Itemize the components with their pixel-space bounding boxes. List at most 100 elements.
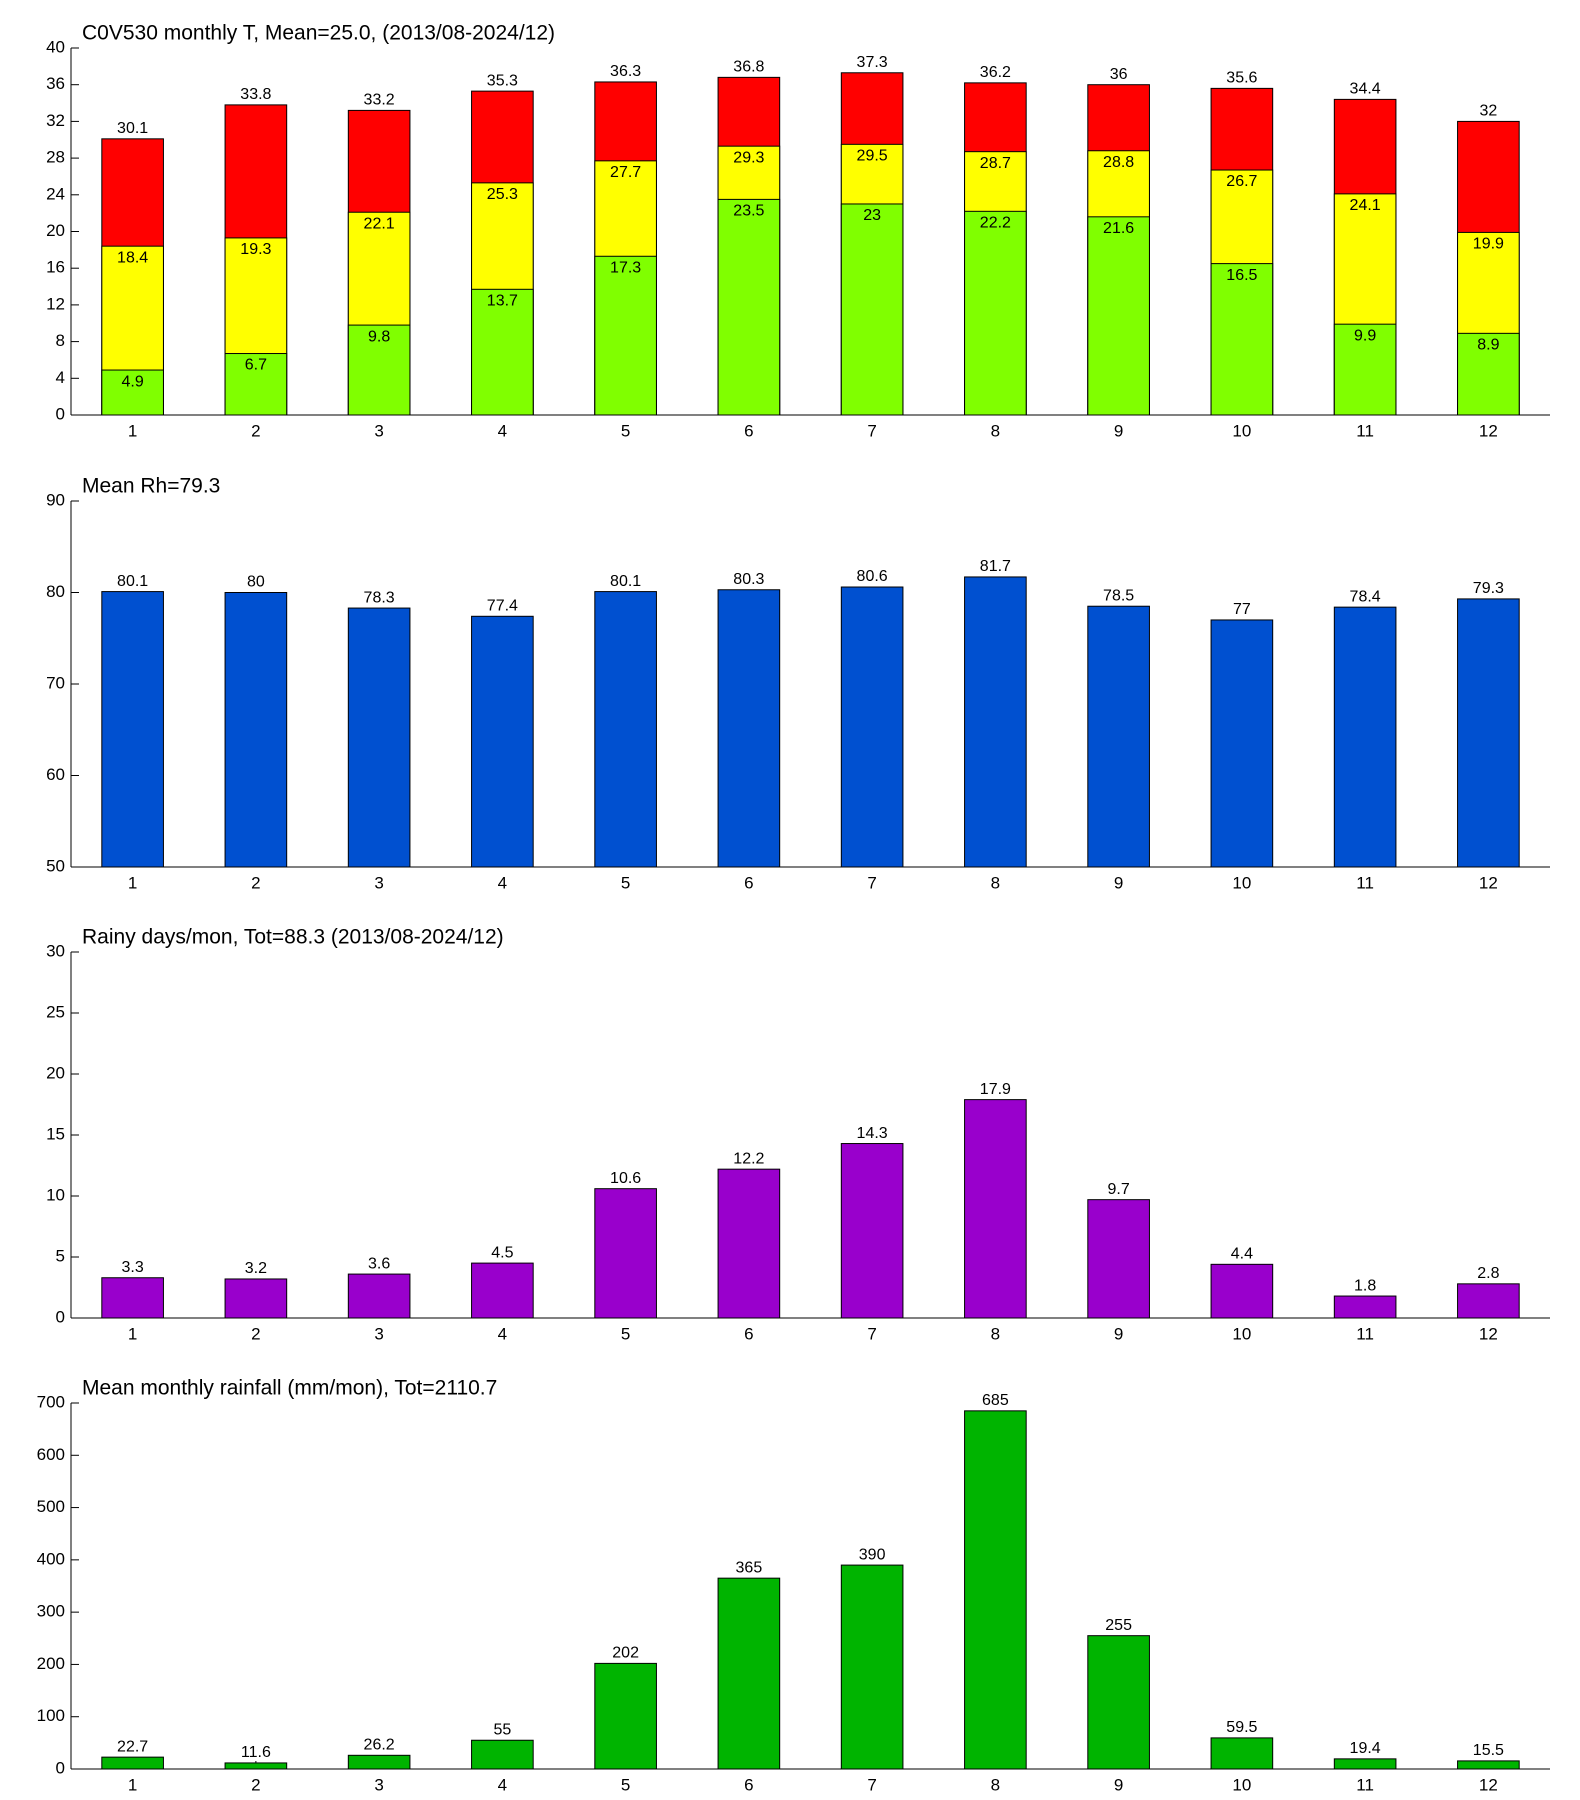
bar xyxy=(840,203,904,416)
x-tick-label: 11 xyxy=(1356,873,1374,892)
y-tick-label: 20 xyxy=(46,221,65,240)
bar xyxy=(840,586,904,868)
value-label: 21.6 xyxy=(1103,220,1134,237)
bar xyxy=(1333,1295,1397,1319)
x-tick-label: 2 xyxy=(251,873,260,892)
x-tick-label: 12 xyxy=(1479,873,1498,892)
value-label: 3.6 xyxy=(368,1255,390,1272)
y-tick-label: 12 xyxy=(46,294,65,313)
y-tick-label: 25 xyxy=(46,1002,65,1021)
x-tick-label: 2 xyxy=(251,1324,260,1343)
bar xyxy=(1210,1263,1274,1319)
bar xyxy=(347,324,411,416)
value-label: 365 xyxy=(736,1559,763,1576)
value-label: 79.3 xyxy=(1473,580,1504,597)
x-tick-label: 6 xyxy=(744,421,753,440)
value-label: 78.5 xyxy=(1103,587,1134,604)
y-tick-label: 600 xyxy=(37,1445,65,1464)
value-label: 12.2 xyxy=(733,1150,764,1167)
value-label: 13.7 xyxy=(487,293,518,310)
bar xyxy=(471,288,534,416)
x-tick-label: 1 xyxy=(128,1324,137,1343)
x-tick-label: 3 xyxy=(374,1324,383,1343)
bar xyxy=(964,1410,1027,1770)
y-tick-label: 30 xyxy=(46,941,65,960)
x-tick-label: 10 xyxy=(1232,873,1251,892)
x-tick-label: 12 xyxy=(1479,421,1498,440)
bar xyxy=(964,576,1027,868)
bar xyxy=(101,1277,164,1319)
bar xyxy=(471,1739,534,1770)
bar xyxy=(717,1168,781,1319)
bar xyxy=(717,589,781,868)
y-tick-label: 8 xyxy=(56,331,65,350)
x-tick-label: 1 xyxy=(128,421,137,440)
value-label: 26.2 xyxy=(364,1737,395,1754)
y-tick-label: 50 xyxy=(46,856,65,875)
y-tick-label: 0 xyxy=(56,404,65,423)
x-tick-label: 8 xyxy=(991,1775,1000,1794)
y-tick-label: 15 xyxy=(46,1124,65,1143)
value-label: 10.6 xyxy=(610,1170,641,1187)
value-label: 19.4 xyxy=(1350,1740,1381,1757)
y-tick-label: 32 xyxy=(46,111,65,130)
value-label: 11.6 xyxy=(241,1744,271,1761)
x-tick-label: 3 xyxy=(374,421,383,440)
y-tick-label: 60 xyxy=(46,765,65,784)
value-label: 9.8 xyxy=(368,328,390,345)
value-label: 32 xyxy=(1479,103,1497,120)
value-label: 35.6 xyxy=(1226,70,1257,87)
y-tick-label: 40 xyxy=(46,37,65,56)
bar xyxy=(224,1278,288,1319)
value-label: 78.4 xyxy=(1350,588,1381,605)
x-tick-label: 9 xyxy=(1114,1324,1123,1343)
bar xyxy=(224,353,288,416)
bar xyxy=(594,255,657,416)
x-tick-label: 9 xyxy=(1114,1775,1123,1794)
x-tick-label: 9 xyxy=(1114,421,1123,440)
x-tick-label: 5 xyxy=(621,421,630,440)
bar xyxy=(594,591,657,868)
y-tick-label: 28 xyxy=(46,148,65,167)
x-tick-label: 3 xyxy=(374,873,383,892)
y-tick-label: 36 xyxy=(46,74,65,93)
value-label: 78.3 xyxy=(364,589,395,606)
value-label: 390 xyxy=(859,1546,886,1563)
bar xyxy=(1210,1737,1274,1770)
value-label: 16.5 xyxy=(1226,267,1257,284)
value-label: 18.4 xyxy=(117,249,148,266)
bar xyxy=(101,591,164,868)
value-label: 9.7 xyxy=(1108,1181,1130,1198)
value-label: 36.2 xyxy=(980,64,1011,81)
y-tick-label: 500 xyxy=(37,1497,65,1516)
value-label: 685 xyxy=(982,1392,1009,1409)
x-tick-label: 2 xyxy=(251,1775,260,1794)
bar xyxy=(347,1754,411,1770)
chart-title: C0V530 monthly T, Mean=25.0, (2013/08-20… xyxy=(82,22,555,45)
value-label: 15.5 xyxy=(1473,1742,1504,1759)
value-label: 59.5 xyxy=(1226,1719,1257,1736)
y-tick-label: 200 xyxy=(37,1654,65,1673)
value-label: 28.7 xyxy=(980,155,1011,172)
y-tick-label: 5 xyxy=(56,1246,65,1265)
value-label: 34.4 xyxy=(1350,81,1381,98)
x-tick-label: 12 xyxy=(1479,1775,1498,1794)
bar xyxy=(224,1762,288,1770)
value-label: 36.8 xyxy=(733,59,764,76)
bar xyxy=(717,198,781,416)
x-tick-label: 1 xyxy=(128,1775,137,1794)
x-tick-label: 3 xyxy=(374,1775,383,1794)
bar xyxy=(1457,332,1520,416)
value-label: 6.7 xyxy=(245,357,267,374)
x-tick-label: 4 xyxy=(498,873,507,892)
value-label: 19.3 xyxy=(240,241,271,258)
x-tick-label: 2 xyxy=(251,421,260,440)
bar xyxy=(1457,1760,1520,1770)
value-label: 55 xyxy=(493,1721,511,1738)
x-tick-label: 9 xyxy=(1114,873,1123,892)
bar xyxy=(347,1273,411,1319)
value-label: 24.1 xyxy=(1350,197,1381,214)
value-label: 17.3 xyxy=(610,259,641,276)
bar xyxy=(840,1143,904,1319)
